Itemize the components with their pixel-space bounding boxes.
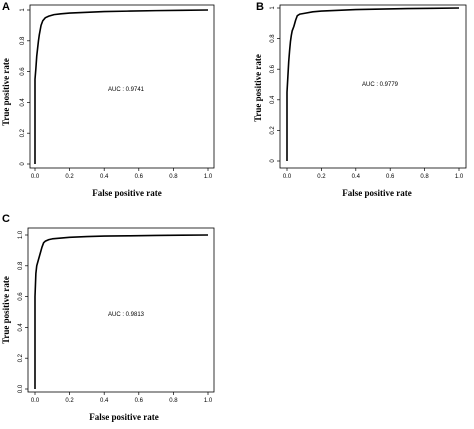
y-tick-label: 0 [270,159,276,163]
roc-curve [34,234,209,389]
plot-frame [279,4,467,169]
panel-b: B 0.0 0.2 0.4 0.6 0.8 1.0 0 0.2 0.4 0.6 0.8 1 AUC … [253,1,467,198]
y-axis: 0 0.2 0.4 0.6 0.8 1 [270,6,280,163]
x-tick-label: 0.4 [100,174,109,180]
y-tick-label: 1 [270,6,276,10]
x-tick-label: 0.0 [31,174,40,180]
x-tick-label: 0.4 [352,174,361,180]
x-axis: 0.0 0.2 0.4 0.6 0.8 1.0 [283,168,464,180]
x-tick-label: 0.8 [169,174,178,180]
y-tick-label: 0.2 [18,353,24,362]
y-tick-label: 0.6 [18,292,24,301]
x-axis-title: False positive rate [342,188,411,198]
y-axis: 0 0.2 0.4 0.6 0.8 1 [20,8,30,166]
roc-curve [34,9,209,164]
y-axis-title: True positive rate [1,276,11,344]
panel-label: C [2,213,10,225]
panel-label: B [256,1,264,13]
x-axis: 0.0 0.2 0.4 0.6 0.8 1.0 [31,392,213,404]
y-axis: 0.0 0.2 0.4 0.6 0.8 1.0 [18,230,28,393]
y-tick-label: 0.8 [270,34,276,43]
x-axis-title: False positive rate [89,412,158,422]
x-tick-label: 1.0 [455,174,464,180]
plot-frame [27,227,215,393]
y-tick-label: 0.8 [20,36,26,45]
y-axis-title: True positive rate [1,58,11,126]
x-tick-label: 0.6 [135,398,144,404]
x-axis-title: False positive rate [92,188,161,198]
panel-a: A 0.0 0.2 0.4 0.6 0.8 1.0 0 0.2 0.4 0.6 0.8 1 AUC … [1,1,215,198]
y-tick-label: 1.0 [18,230,24,239]
x-tick-label: 0.0 [31,398,40,404]
y-tick-label: 0.4 [270,95,276,104]
x-tick-label: 0.2 [65,174,74,180]
y-tick-label: 0 [20,162,26,166]
x-tick-label: 0.8 [169,398,178,404]
roc-curve [286,7,460,161]
y-tick-label: 0.0 [18,384,24,393]
panel-c: C 0.0 0.2 0.4 0.6 0.8 1.0 0.00.20.40.60.81.0 … [1,213,215,422]
y-tick-label: 0.2 [270,126,276,135]
x-tick-label: 1.0 [204,174,213,180]
auc-annotation: AUC : 0.9813 [108,312,145,318]
plot-frame [29,4,215,169]
y-tick-label: 1 [20,8,26,12]
y-tick-label: 0.8 [18,261,24,270]
x-tick-label: 1.0 [204,398,213,404]
auc-annotation: AUC : 0.9741 [108,87,145,93]
y-tick-label: 0.6 [270,64,276,73]
y-tick-label: 0.6 [20,67,26,76]
y-tick-label: 0.2 [20,128,26,137]
x-tick-label: 0.2 [65,398,74,404]
x-tick-label: 0.8 [420,174,429,180]
y-tick-label: 0.4 [20,98,26,107]
x-tick-label: 0.6 [135,174,144,180]
x-axis: 0.0 0.2 0.4 0.6 0.8 1.0 [31,168,213,180]
y-axis-title: True positive rate [253,54,263,122]
panel-label: A [2,1,10,13]
x-tick-label: 0.0 [283,174,292,180]
x-tick-label: 0.2 [317,174,326,180]
x-tick-label: 0.6 [386,174,395,180]
x-tick-label: 0.4 [100,398,109,404]
auc-annotation: AUC : 0.9779 [362,82,399,88]
y-tick-label: 0.4 [18,323,24,332]
